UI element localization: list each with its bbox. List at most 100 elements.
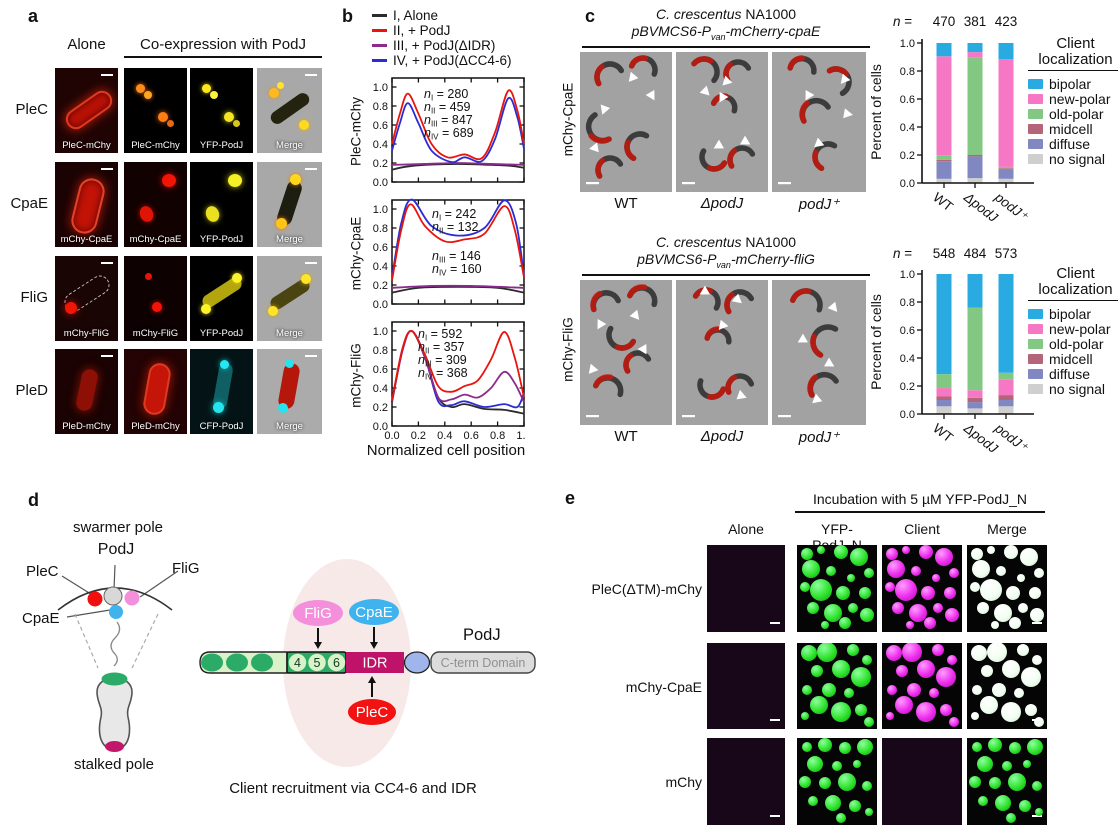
droplet [885,581,895,592]
droplet [822,683,836,698]
fluorescent-focus [301,274,311,284]
svg-text:nI = 280: nI = 280 [424,87,468,103]
droplet [936,667,956,688]
col-merge: Merge [987,521,1027,537]
micrograph-plec-merge: Merge [257,68,322,153]
droplet [978,795,988,806]
legend-item: bipolar [1028,305,1118,322]
droplet [857,738,873,755]
svg-text:0.0: 0.0 [384,430,399,442]
micrograph-plec-yfp: YFP-PodJ [190,68,253,153]
droplet [801,685,812,696]
legend-line-II [372,29,387,32]
droplet [902,546,910,555]
side-label-mchy-flig: mChy-FliG [560,317,576,382]
svg-text:0.6: 0.6 [373,364,388,376]
droplet [947,655,958,666]
droplet [933,602,943,613]
micrograph-label: YFP-PodJ [199,140,244,151]
droplet [988,738,1002,752]
plasmid-subscript: van [716,259,731,270]
plasmid-title-top: pBVMCS6-Pvan-mCherry-cpaE [582,23,870,42]
incubation-header: Incubation with 5 µM YFP-PodJ_N [812,491,1028,507]
droplet [862,655,873,666]
droplet [994,603,1012,622]
title-underline-bottom [582,274,870,276]
svg-text:nIV = 368: nIV = 368 [418,366,468,382]
micrograph-flig-dpodj [676,280,768,425]
cterm-label: C-term Domain [441,656,526,670]
micrograph-label: Merge [276,421,303,432]
panel-a-label: a [28,6,39,26]
legend-title: Client [1056,35,1095,52]
droplet [864,567,874,578]
svg-text:0.4: 0.4 [373,139,388,151]
fluorescent-focus [210,91,218,99]
droplet [1001,701,1021,722]
species-name: C. crescentus [655,6,742,22]
svg-text:1.0: 1.0 [373,326,388,338]
n-symbol: n [893,246,901,261]
col-alone: Alone [728,521,764,537]
svg-text:0.2: 0.2 [900,150,915,162]
crescent-cells [682,56,756,185]
pointer-line-cpae [66,609,111,618]
svg-text:0.4: 0.4 [373,383,388,395]
swatch-old-polar [1028,338,1043,349]
chart-flig-localization: 0.0 0.2 0.4 0.6 0.8 1.0 WT ΔpodJ podJ⁺ [886,262,1036,457]
fluorescent-focus [228,174,242,187]
droplet [853,760,861,769]
droplet [980,695,999,714]
micrograph-label: CFP-PodJ [199,421,244,432]
fluorescent-focus [276,218,287,229]
panel-b-label: b [342,6,353,26]
condition-podjplus-top: podJ⁺ [798,196,840,213]
swatch-bipolar [1028,308,1043,319]
legend-label: bipolar [1049,305,1092,322]
droplet [971,685,982,696]
droplet [1014,687,1024,698]
svg-text:nI = 592: nI = 592 [418,327,462,343]
fluorescent-focus [224,112,234,122]
droplet-img-yfp [797,545,877,632]
cc-oval [201,653,223,672]
condition-wt-bottom: WT [614,428,638,445]
title-underline-top [582,46,870,48]
droplet [981,664,993,677]
droplet [980,579,1002,602]
chart-cpae-profile: 0.0 0.2 0.4 0.6 0.8 1.0 nI = 242 nII = 132 nIII … [366,196,526,311]
svg-text:0.2: 0.2 [373,280,388,292]
row-label-pled: PleD [15,382,48,399]
crescent-cells [682,285,755,418]
n-value: 423 [994,14,1018,29]
droplet [1009,742,1021,755]
droplet [1017,574,1026,583]
micrograph-label: mChy-FliG [132,328,179,339]
swatch-new-polar [1028,323,1043,334]
strain-name: NA1000 [741,6,797,22]
droplet-img-client [882,545,962,632]
incubation-underline [795,511,1045,513]
droplet [825,795,841,812]
cc4-number: 4 [294,656,301,670]
client-legend-bottom: Client localization bipolar new-polar ol… [1028,266,1118,397]
svg-text:0.0: 0.0 [373,421,388,433]
micrograph-pled-merge: Merge [257,349,322,434]
row-label-flig: FliG [20,289,49,306]
cc6-circle [327,653,346,672]
cc5-circle [308,653,326,672]
cpae-arrowhead [370,642,378,649]
ylabel-percent-cells-bottom: Percent of cells [868,294,884,390]
droplet [810,579,832,602]
row-label-cpae: CpaE [10,195,48,212]
panel-a-col-coexpression: Co-expression with PodJ [140,36,306,53]
plasmid-title-bottom: pBVMCS6-Pvan-mCherry-fliG [582,251,870,270]
equals: = [904,246,913,261]
droplet [895,579,917,602]
svg-text:podJ⁺: podJ⁺ [991,420,1030,455]
micrograph-plec-alone: PleC-mChy [55,68,118,153]
droplet [1034,567,1044,578]
droplet [977,601,989,614]
droplet-img-alone [707,738,785,825]
